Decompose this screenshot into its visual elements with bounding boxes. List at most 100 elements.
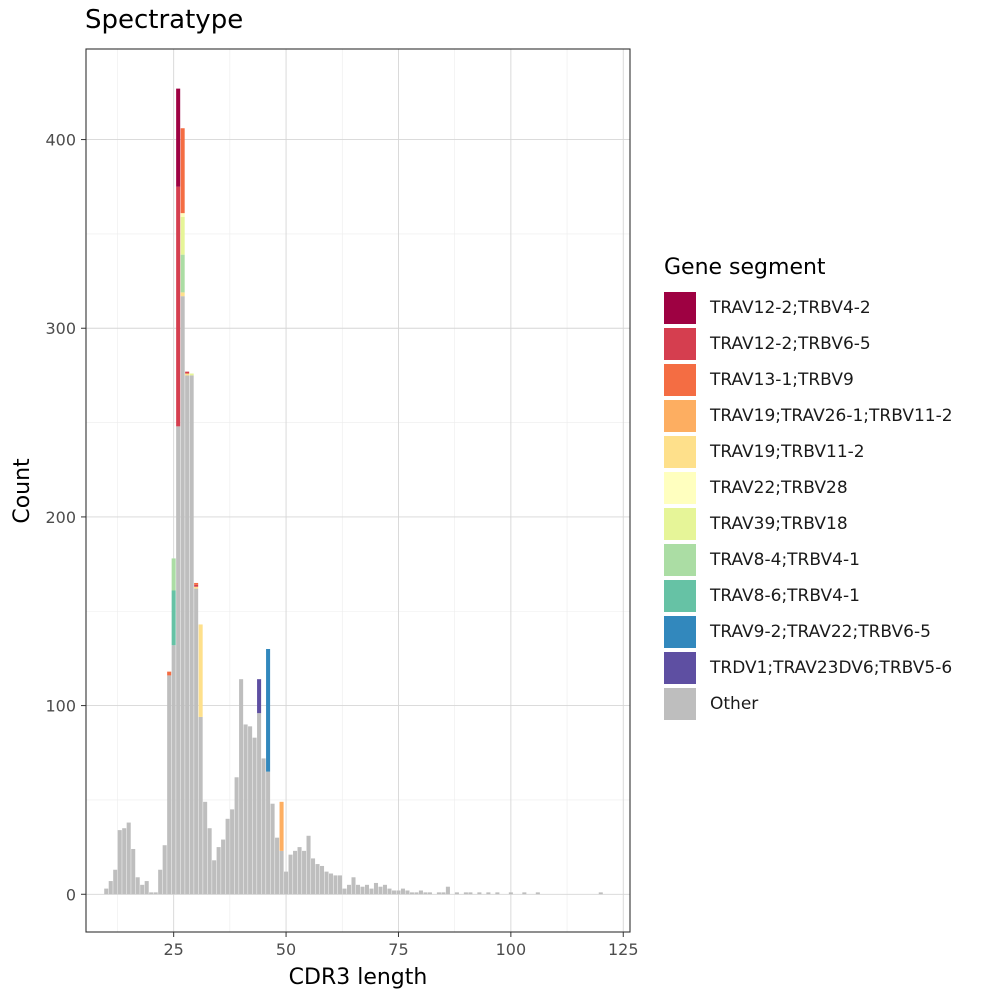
legend-item: TRAV19;TRBV11-2: [664, 434, 953, 470]
legend-item: TRAV19;TRAV26-1;TRBV11-2: [664, 398, 953, 434]
bars-layer: [104, 88, 603, 895]
legend-label: TRAV12-2;TRBV6-5: [710, 334, 871, 354]
legend-key: [664, 328, 696, 360]
bar-other: [257, 713, 262, 895]
bar-other: [468, 892, 473, 895]
bar-segment: [176, 88, 181, 187]
legend-item: Other: [664, 686, 953, 722]
bar-other: [373, 882, 379, 895]
bar-other: [508, 892, 513, 895]
bar-segment: [279, 801, 284, 851]
bar-other: [261, 758, 266, 895]
legend-key: [664, 400, 696, 432]
bar-other: [275, 837, 280, 895]
bar-other: [346, 884, 352, 895]
bar-segment: [180, 254, 185, 293]
legend-label: TRAV9-2;TRAV22;TRBV6-5: [710, 622, 931, 642]
bar-other: [387, 888, 392, 895]
bar-other: [288, 854, 293, 895]
bar-other: [477, 892, 482, 895]
bar-other: [293, 850, 298, 895]
bar-other: [441, 892, 446, 895]
legend-key: [664, 688, 696, 720]
bar-other: [131, 848, 136, 895]
bar-other: [427, 892, 432, 895]
x-tick-label: 75: [388, 940, 408, 959]
legend-label: TRAV8-4;TRBV4-1: [710, 550, 860, 570]
bar-other: [225, 818, 230, 895]
bar-other: [230, 809, 235, 895]
bar-other: [189, 375, 194, 895]
bar-other: [171, 645, 176, 895]
legend-label: TRAV22;TRBV28: [710, 478, 848, 498]
bar-other: [495, 892, 500, 895]
bar-other: [194, 588, 199, 895]
bar-other: [369, 888, 374, 895]
bar-segment: [180, 292, 185, 297]
legend-label: TRAV8-6;TRBV4-1: [710, 586, 860, 606]
bar-segment: [176, 186, 181, 427]
bar-other: [405, 890, 410, 895]
bar-other: [216, 847, 221, 895]
bar-segment: [257, 679, 262, 714]
legend-item: TRAV22;TRBV28: [664, 470, 953, 506]
bar-other: [252, 737, 257, 895]
bar-other: [436, 892, 441, 895]
bar-other: [329, 873, 334, 895]
legend-item: TRAV8-6;TRBV4-1: [664, 578, 953, 614]
bar-other: [486, 892, 491, 895]
bar-segment: [171, 590, 176, 646]
bar-other: [297, 847, 302, 895]
bar-other: [306, 835, 311, 895]
bar-other: [135, 877, 140, 895]
bar-segment: [194, 584, 199, 587]
bar-other: [418, 890, 423, 895]
bar-other: [185, 375, 190, 895]
bar-segment: [198, 624, 203, 717]
y-axis-title: Count: [10, 458, 35, 524]
bar-other: [108, 881, 113, 895]
bar-other: [176, 426, 181, 895]
bar-other: [333, 875, 338, 895]
legend-key: [664, 508, 696, 540]
legend-key: [664, 580, 696, 612]
bar-other: [239, 679, 244, 895]
bar-other: [320, 865, 325, 895]
bar-other: [113, 869, 118, 895]
legend-entries: TRAV12-2;TRBV4-2 TRAV12-2;TRBV6-5 TRAV13-1…: [664, 290, 953, 722]
bar-segment: [266, 648, 271, 772]
bar-other: [270, 803, 275, 895]
y-tick-label: 0: [66, 885, 76, 904]
bar-other: [378, 886, 383, 895]
bar-other: [454, 892, 459, 895]
bar-other: [122, 828, 127, 895]
x-tick-label: 25: [163, 940, 183, 959]
bar-other: [382, 884, 387, 895]
bar-other: [266, 771, 271, 895]
bar-other: [279, 850, 284, 895]
bar-other: [153, 892, 158, 895]
bar-segment: [194, 582, 199, 585]
bar-other: [463, 892, 468, 895]
bar-other: [140, 884, 145, 895]
legend-label: TRAV19;TRAV26-1;TRBV11-2: [710, 406, 953, 426]
bar-other: [360, 886, 365, 895]
bar-other: [117, 830, 122, 895]
bar-other: [445, 886, 450, 895]
bar-other: [409, 892, 414, 895]
bar-other: [198, 716, 203, 895]
bar-segment: [180, 128, 185, 214]
x-tick-label: 50: [276, 940, 296, 959]
legend-item: TRAV13-1;TRBV9: [664, 362, 953, 398]
bar-segment: [167, 671, 172, 676]
legend: Gene segment TRAV12-2;TRBV4-2 TRAV12-2;TR…: [664, 255, 953, 722]
bar-other: [342, 888, 347, 895]
bar-other: [207, 828, 212, 895]
bar-segment: [185, 371, 190, 374]
x-axis-title: CDR3 length: [289, 965, 428, 990]
bar-other: [284, 871, 289, 895]
legend-label: TRDV1;TRAV23DV6;TRBV5-6: [710, 658, 953, 678]
y-tick-label: 100: [45, 697, 76, 716]
bar-other: [337, 875, 343, 895]
